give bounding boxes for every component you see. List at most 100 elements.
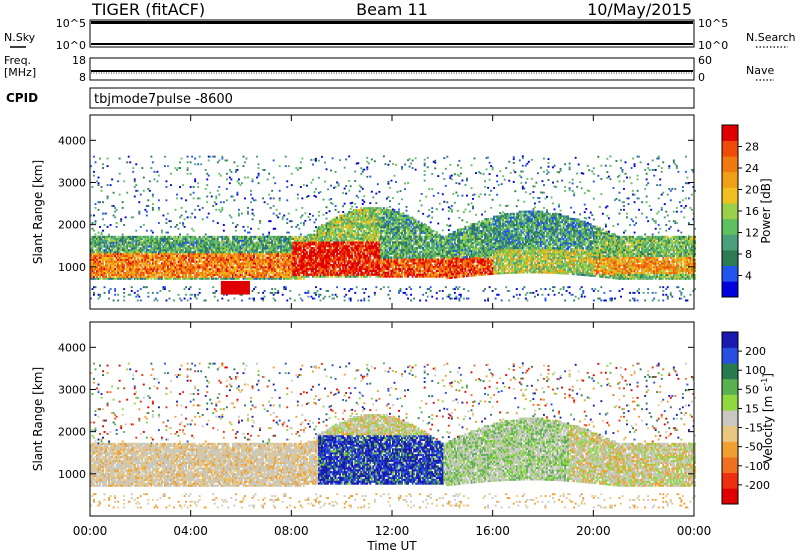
power-cell (369, 264, 372, 267)
power-cell (183, 268, 186, 271)
power-cell (197, 163, 200, 166)
power-cell (324, 245, 326, 248)
power-cell (354, 233, 357, 236)
power-cell (194, 180, 197, 183)
power-cell (337, 231, 340, 235)
power-cell (375, 216, 378, 219)
power-cell (324, 161, 326, 164)
power-cell (222, 264, 225, 267)
power-cell (147, 237, 150, 240)
power-cell (177, 252, 180, 256)
power-cell (310, 258, 313, 261)
power-cell (336, 237, 339, 240)
power-cell (283, 239, 286, 242)
power-cell (156, 243, 159, 246)
power-cell (96, 254, 98, 258)
power-cell (139, 256, 142, 259)
power-cell (304, 250, 307, 253)
power-cell (90, 264, 92, 267)
power-cell (263, 275, 266, 278)
power-cell (343, 218, 346, 221)
power-cell (363, 233, 366, 236)
power-cell (142, 176, 145, 179)
power-cell (251, 251, 254, 254)
power-cell (322, 198, 325, 201)
power-cell (167, 264, 169, 267)
power-cell (159, 239, 162, 242)
power-cell (345, 252, 348, 255)
power-cell (327, 222, 329, 225)
power-cell (174, 225, 177, 228)
power-cell (245, 271, 248, 275)
power-cell (228, 247, 231, 250)
power-cell (188, 260, 191, 263)
power-cell (313, 237, 316, 240)
power-cell (201, 251, 204, 254)
power-cell (167, 275, 169, 278)
power-cell (100, 268, 103, 271)
power-cell (96, 275, 98, 278)
power-cell (127, 256, 130, 259)
power-cell (188, 277, 191, 280)
power-cell (237, 260, 240, 263)
power-cell (203, 256, 206, 259)
power-cell (147, 273, 150, 276)
power-cell (373, 254, 376, 257)
power-cell (239, 252, 242, 256)
power-cell (286, 262, 289, 265)
power-cell (121, 254, 124, 258)
power-cell (373, 237, 376, 240)
power-cell (310, 267, 313, 271)
power-cell (345, 250, 348, 253)
power-cell (144, 275, 147, 278)
power-cell (361, 254, 364, 257)
power-cell (364, 258, 367, 261)
power-cell (366, 248, 369, 252)
power-cell (174, 208, 177, 211)
power-cell (191, 245, 194, 248)
power-cell (126, 273, 129, 276)
power-cell (103, 273, 106, 276)
power-cell (151, 231, 154, 234)
power-cell (307, 273, 310, 276)
power-cell (364, 256, 367, 259)
power-cell (206, 268, 209, 271)
power-cell (372, 226, 375, 229)
power-cell (135, 247, 138, 250)
power-cell (239, 264, 242, 267)
power-cell (376, 231, 379, 235)
power-cell (215, 262, 218, 265)
power-cell (231, 277, 234, 280)
power-cell (298, 275, 301, 278)
power-cell (179, 233, 181, 236)
power-cell (313, 221, 316, 224)
power-cell (91, 241, 94, 244)
power-cell (222, 293, 225, 296)
power-cell (299, 262, 302, 265)
power-cell (357, 260, 360, 263)
power-cell (115, 262, 118, 265)
power-cell (345, 273, 348, 276)
power-cell (275, 235, 278, 239)
power-cell (369, 243, 372, 246)
power-cell (228, 260, 231, 263)
power-cell (244, 251, 246, 254)
power-cell (123, 266, 126, 269)
power-cell (227, 269, 230, 273)
power-cell (367, 228, 370, 231)
power-cell (287, 247, 290, 250)
power-cell (154, 264, 157, 267)
power-cell (210, 251, 213, 254)
power-cell (322, 264, 325, 267)
power-cell (213, 201, 216, 204)
power-cell (120, 268, 123, 271)
power-cell (376, 264, 379, 267)
power-cell (305, 275, 308, 278)
power-cell (244, 235, 246, 239)
power-cell (194, 295, 197, 298)
power-cell (114, 237, 117, 240)
power-cell (230, 254, 233, 258)
power-cell (325, 252, 328, 255)
